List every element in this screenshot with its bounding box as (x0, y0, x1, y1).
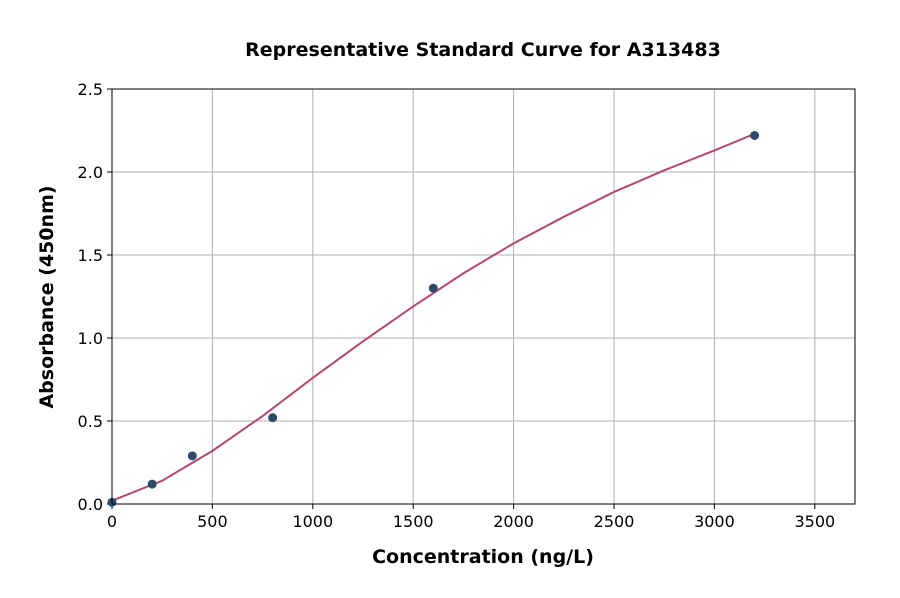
data-point (428, 283, 438, 293)
x-tick-label: 1000 (292, 512, 333, 531)
chart-title: Representative Standard Curve for A31348… (245, 39, 721, 61)
y-axis-label: Absorbance (450nm) (36, 185, 58, 408)
x-tick-label: 0 (107, 512, 117, 531)
x-tick-label: 2500 (594, 512, 635, 531)
y-tick-label: 1.0 (78, 329, 103, 348)
x-tick-label: 3000 (694, 512, 735, 531)
x-tick-label: 2000 (493, 512, 534, 531)
data-point (268, 413, 278, 423)
plot-frame (111, 88, 856, 505)
x-axis-label: Concentration (ng/L) (372, 546, 594, 568)
y-tick-label: 0.0 (78, 495, 103, 514)
fit-curve (111, 132, 755, 502)
y-tick-label: 2.5 (78, 80, 103, 99)
y-tick-label: 2.0 (78, 163, 103, 182)
data-point (147, 479, 157, 489)
x-tick-label: 3500 (794, 512, 835, 531)
data-point (187, 451, 197, 461)
y-tick-label: 0.5 (78, 412, 103, 431)
x-tick-label: 500 (197, 512, 228, 531)
x-tick-label: 1500 (393, 512, 434, 531)
y-tick-label: 1.5 (78, 246, 103, 265)
data-point (750, 130, 760, 140)
